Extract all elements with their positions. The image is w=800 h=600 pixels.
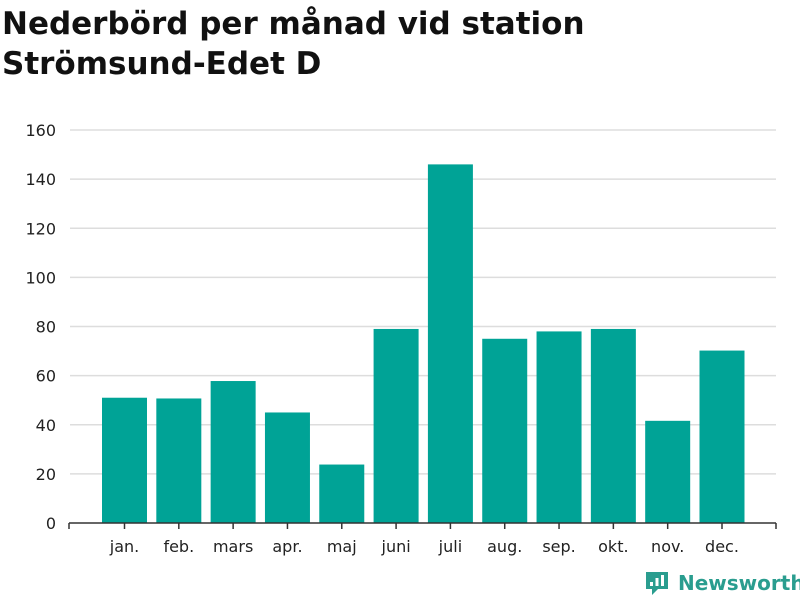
x-tick-label: juli (438, 537, 462, 556)
bar (645, 420, 691, 523)
y-tick-label: 100 (25, 268, 56, 287)
bar (373, 328, 419, 523)
bar (699, 350, 745, 523)
y-tick-label: 80 (36, 318, 56, 337)
x-tick-label: okt. (598, 537, 628, 556)
chart-title: Nederbörd per månad vid station Strömsun… (2, 6, 585, 82)
tick-labels: 0 20 40 60 80 100 120 140 160 jan. feb. mars apr. maj… (25, 121, 738, 556)
y-tick-label: 60 (36, 367, 56, 386)
x-tick-label: nov. (651, 537, 684, 556)
y-tick-label: 120 (25, 219, 56, 238)
axes (68, 522, 777, 529)
bar (102, 397, 147, 523)
newsworthy-logo-icon (646, 572, 668, 595)
x-tick-label: juni (381, 537, 411, 556)
x-tick-label: aug. (487, 537, 522, 556)
bar (482, 338, 528, 523)
bar (156, 398, 202, 523)
bar (427, 164, 473, 523)
x-tick-label: mars (213, 537, 253, 556)
y-tick-label: 40 (36, 416, 56, 435)
x-tick-label: sep. (542, 537, 575, 556)
x-tick-label: apr. (272, 537, 302, 556)
y-tick-label: 140 (25, 170, 56, 189)
x-tick-label: jan. (109, 537, 139, 556)
bars (102, 164, 745, 523)
brand-logo: Newsworthy (644, 568, 800, 598)
y-tick-label: 0 (46, 514, 56, 533)
x-tick-label: maj (327, 537, 357, 556)
bar (536, 331, 582, 523)
bar (264, 412, 310, 523)
bar (319, 464, 365, 523)
y-tick-label: 160 (25, 121, 56, 140)
x-tick-label: feb. (163, 537, 194, 556)
bar (590, 328, 636, 523)
y-tick-label: 20 (36, 465, 56, 484)
gridlines (70, 129, 776, 475)
brand-name: Newsworthy (678, 571, 800, 595)
bar (210, 381, 256, 523)
x-tick-label: dec. (705, 537, 739, 556)
